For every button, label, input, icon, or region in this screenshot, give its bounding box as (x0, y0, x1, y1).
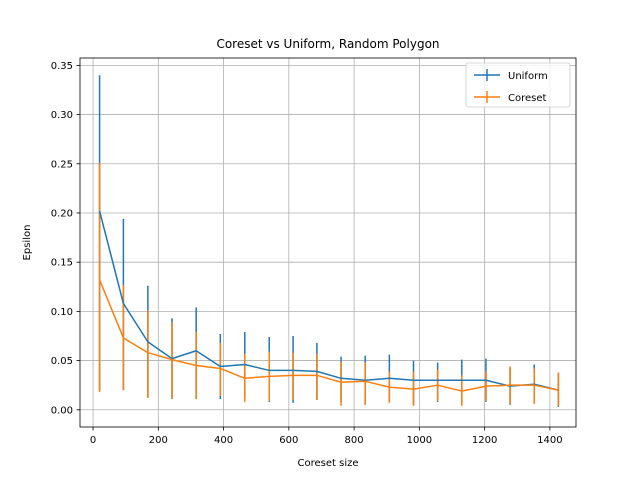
legend: Uniform Coreset (465, 62, 571, 108)
y-axis-label: Epsilon (22, 225, 33, 261)
y-tick-label: 0.05 (51, 356, 73, 367)
x-tick-label: 1200 (472, 435, 497, 446)
series-lines (98, 210, 559, 392)
y-tick-label: 0.00 (51, 405, 73, 416)
y-tick-label: 0.25 (51, 159, 73, 170)
y-tick-label: 0.10 (51, 307, 73, 318)
x-tick-label: 0 (90, 435, 96, 446)
axis-ticks: 0 200 400 600 800 1000 1200 1400 0.00 0.05 0.10 0.1… (51, 61, 563, 446)
grid (80, 58, 576, 427)
uniform-series-line (98, 210, 559, 391)
x-tick-label: 200 (149, 435, 168, 446)
y-tick-label: 0.35 (51, 61, 73, 72)
x-tick-label: 1000 (407, 435, 432, 446)
x-tick-label: 1400 (537, 435, 562, 446)
x-tick-label: 400 (214, 435, 233, 446)
x-tick-label: 600 (279, 435, 298, 446)
y-tick-label: 0.15 (51, 258, 73, 269)
x-tick-label: 800 (345, 435, 364, 446)
y-tick-label: 0.20 (51, 208, 73, 219)
coreset-series-line (98, 279, 559, 392)
chart-title: Coreset vs Uniform, Random Polygon (216, 37, 439, 51)
legend-uniform-label: Uniform (508, 71, 548, 82)
x-axis-label: Coreset size (298, 458, 359, 469)
legend-box (465, 62, 571, 108)
legend-coreset-label: Coreset (508, 93, 547, 104)
plot-frame (79, 57, 577, 428)
y-tick-label: 0.30 (51, 110, 73, 121)
